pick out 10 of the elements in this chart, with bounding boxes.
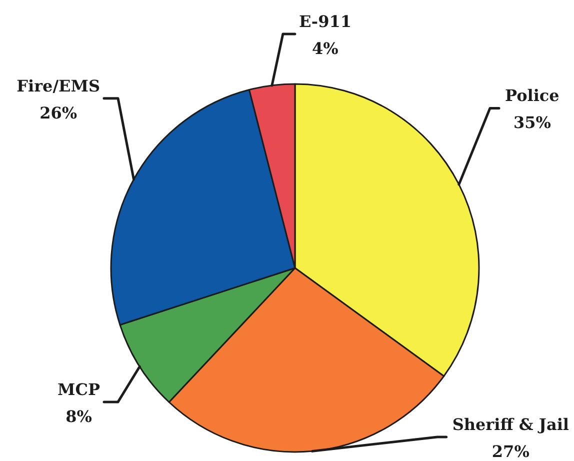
slice-label: MCP	[58, 380, 100, 399]
data-label: 4%	[312, 39, 338, 58]
slice-label: E-911	[298, 12, 352, 31]
data-label: 26%	[40, 103, 78, 122]
data-label: 35%	[513, 113, 551, 132]
slice-label: Police	[504, 86, 560, 106]
data-label: 27%	[492, 442, 530, 461]
data-label: 8%	[66, 406, 92, 426]
slice-label: Fire/EMS	[16, 76, 100, 96]
slice-label: Sheriff & Jail	[452, 415, 569, 434]
